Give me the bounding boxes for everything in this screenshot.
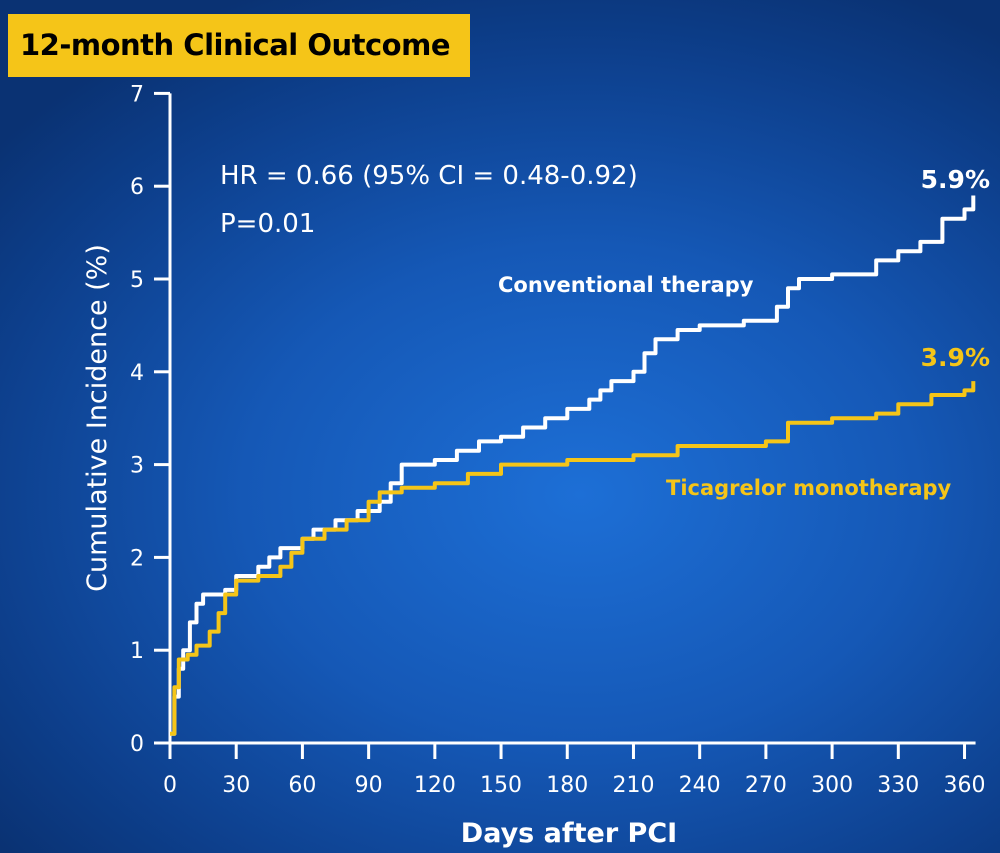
y-tick-label: 4	[130, 361, 144, 386]
x-tick-label: 180	[546, 773, 588, 798]
x-tick-label: 330	[877, 773, 919, 798]
y-tick-label: 1	[130, 639, 144, 664]
x-tick-label: 300	[811, 773, 853, 798]
x-tick-label: 360	[944, 773, 986, 798]
ticagrelor-end-label: 3.9%	[921, 343, 990, 372]
y-tick-label: 6	[130, 175, 144, 200]
conventional-series-label: Conventional therapy	[498, 273, 754, 297]
y-tick-label: 0	[130, 732, 144, 757]
axes: 0 1 2 3 4 5 6 7 0 30 60 90 120 150 180 210 240 270 300 330 3…	[130, 82, 986, 798]
p-value-annotation: P=0.01	[220, 209, 315, 239]
x-tick-label: 120	[414, 773, 456, 798]
chart-title: 12-month Clinical Outcome	[8, 14, 470, 77]
y-axis-label: Cumulative Incidence (%)	[82, 244, 113, 592]
conventional-end-label: 5.9%	[921, 165, 990, 194]
x-tick-label: 60	[288, 773, 316, 798]
x-tick-label: 270	[745, 773, 787, 798]
ticagrelor-curve	[170, 381, 976, 736]
y-tick-label: 5	[130, 268, 144, 293]
conventional-curve	[170, 195, 976, 736]
y-tick-label: 2	[130, 546, 144, 571]
x-axis-label: Days after PCI	[461, 818, 677, 849]
y-tick-label: 3	[130, 454, 144, 479]
x-tick-label: 240	[679, 773, 721, 798]
x-tick-label: 30	[222, 773, 250, 798]
x-tick-label: 210	[612, 773, 654, 798]
series-layer	[170, 195, 976, 736]
y-tick-label: 7	[130, 82, 144, 107]
x-tick-label: 150	[480, 773, 522, 798]
hr-annotation: HR = 0.66 (95% CI = 0.48-0.92)	[220, 161, 638, 191]
x-tick-label: 90	[355, 773, 383, 798]
x-tick-label: 0	[163, 773, 177, 798]
ticagrelor-series-label: Ticagrelor monotherapy	[666, 476, 952, 500]
